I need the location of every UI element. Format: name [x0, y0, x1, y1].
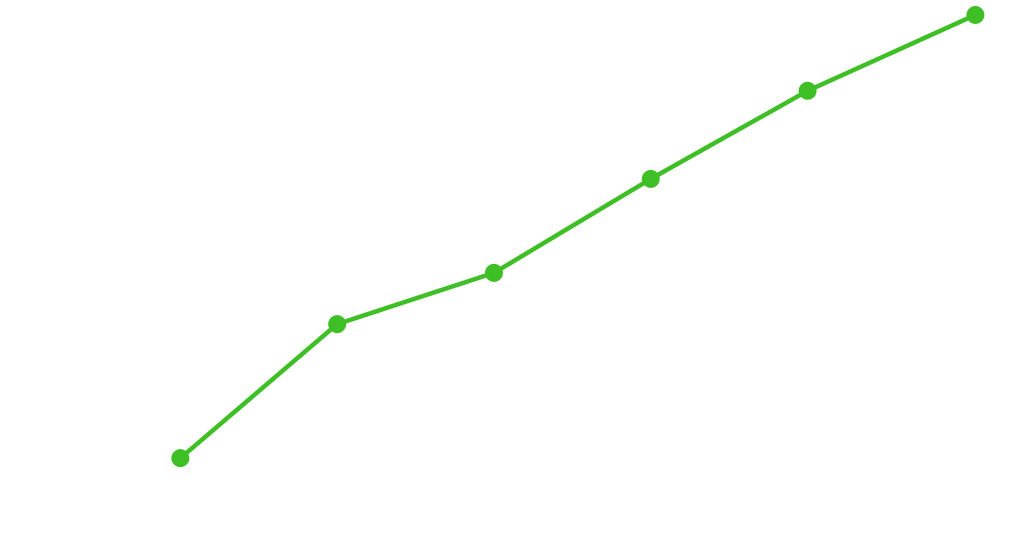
point: [798, 81, 817, 100]
point: [641, 169, 660, 188]
point: [328, 315, 347, 334]
point: [484, 263, 503, 282]
point: [966, 5, 985, 24]
line: [178, 12, 977, 460]
point: [171, 449, 190, 468]
